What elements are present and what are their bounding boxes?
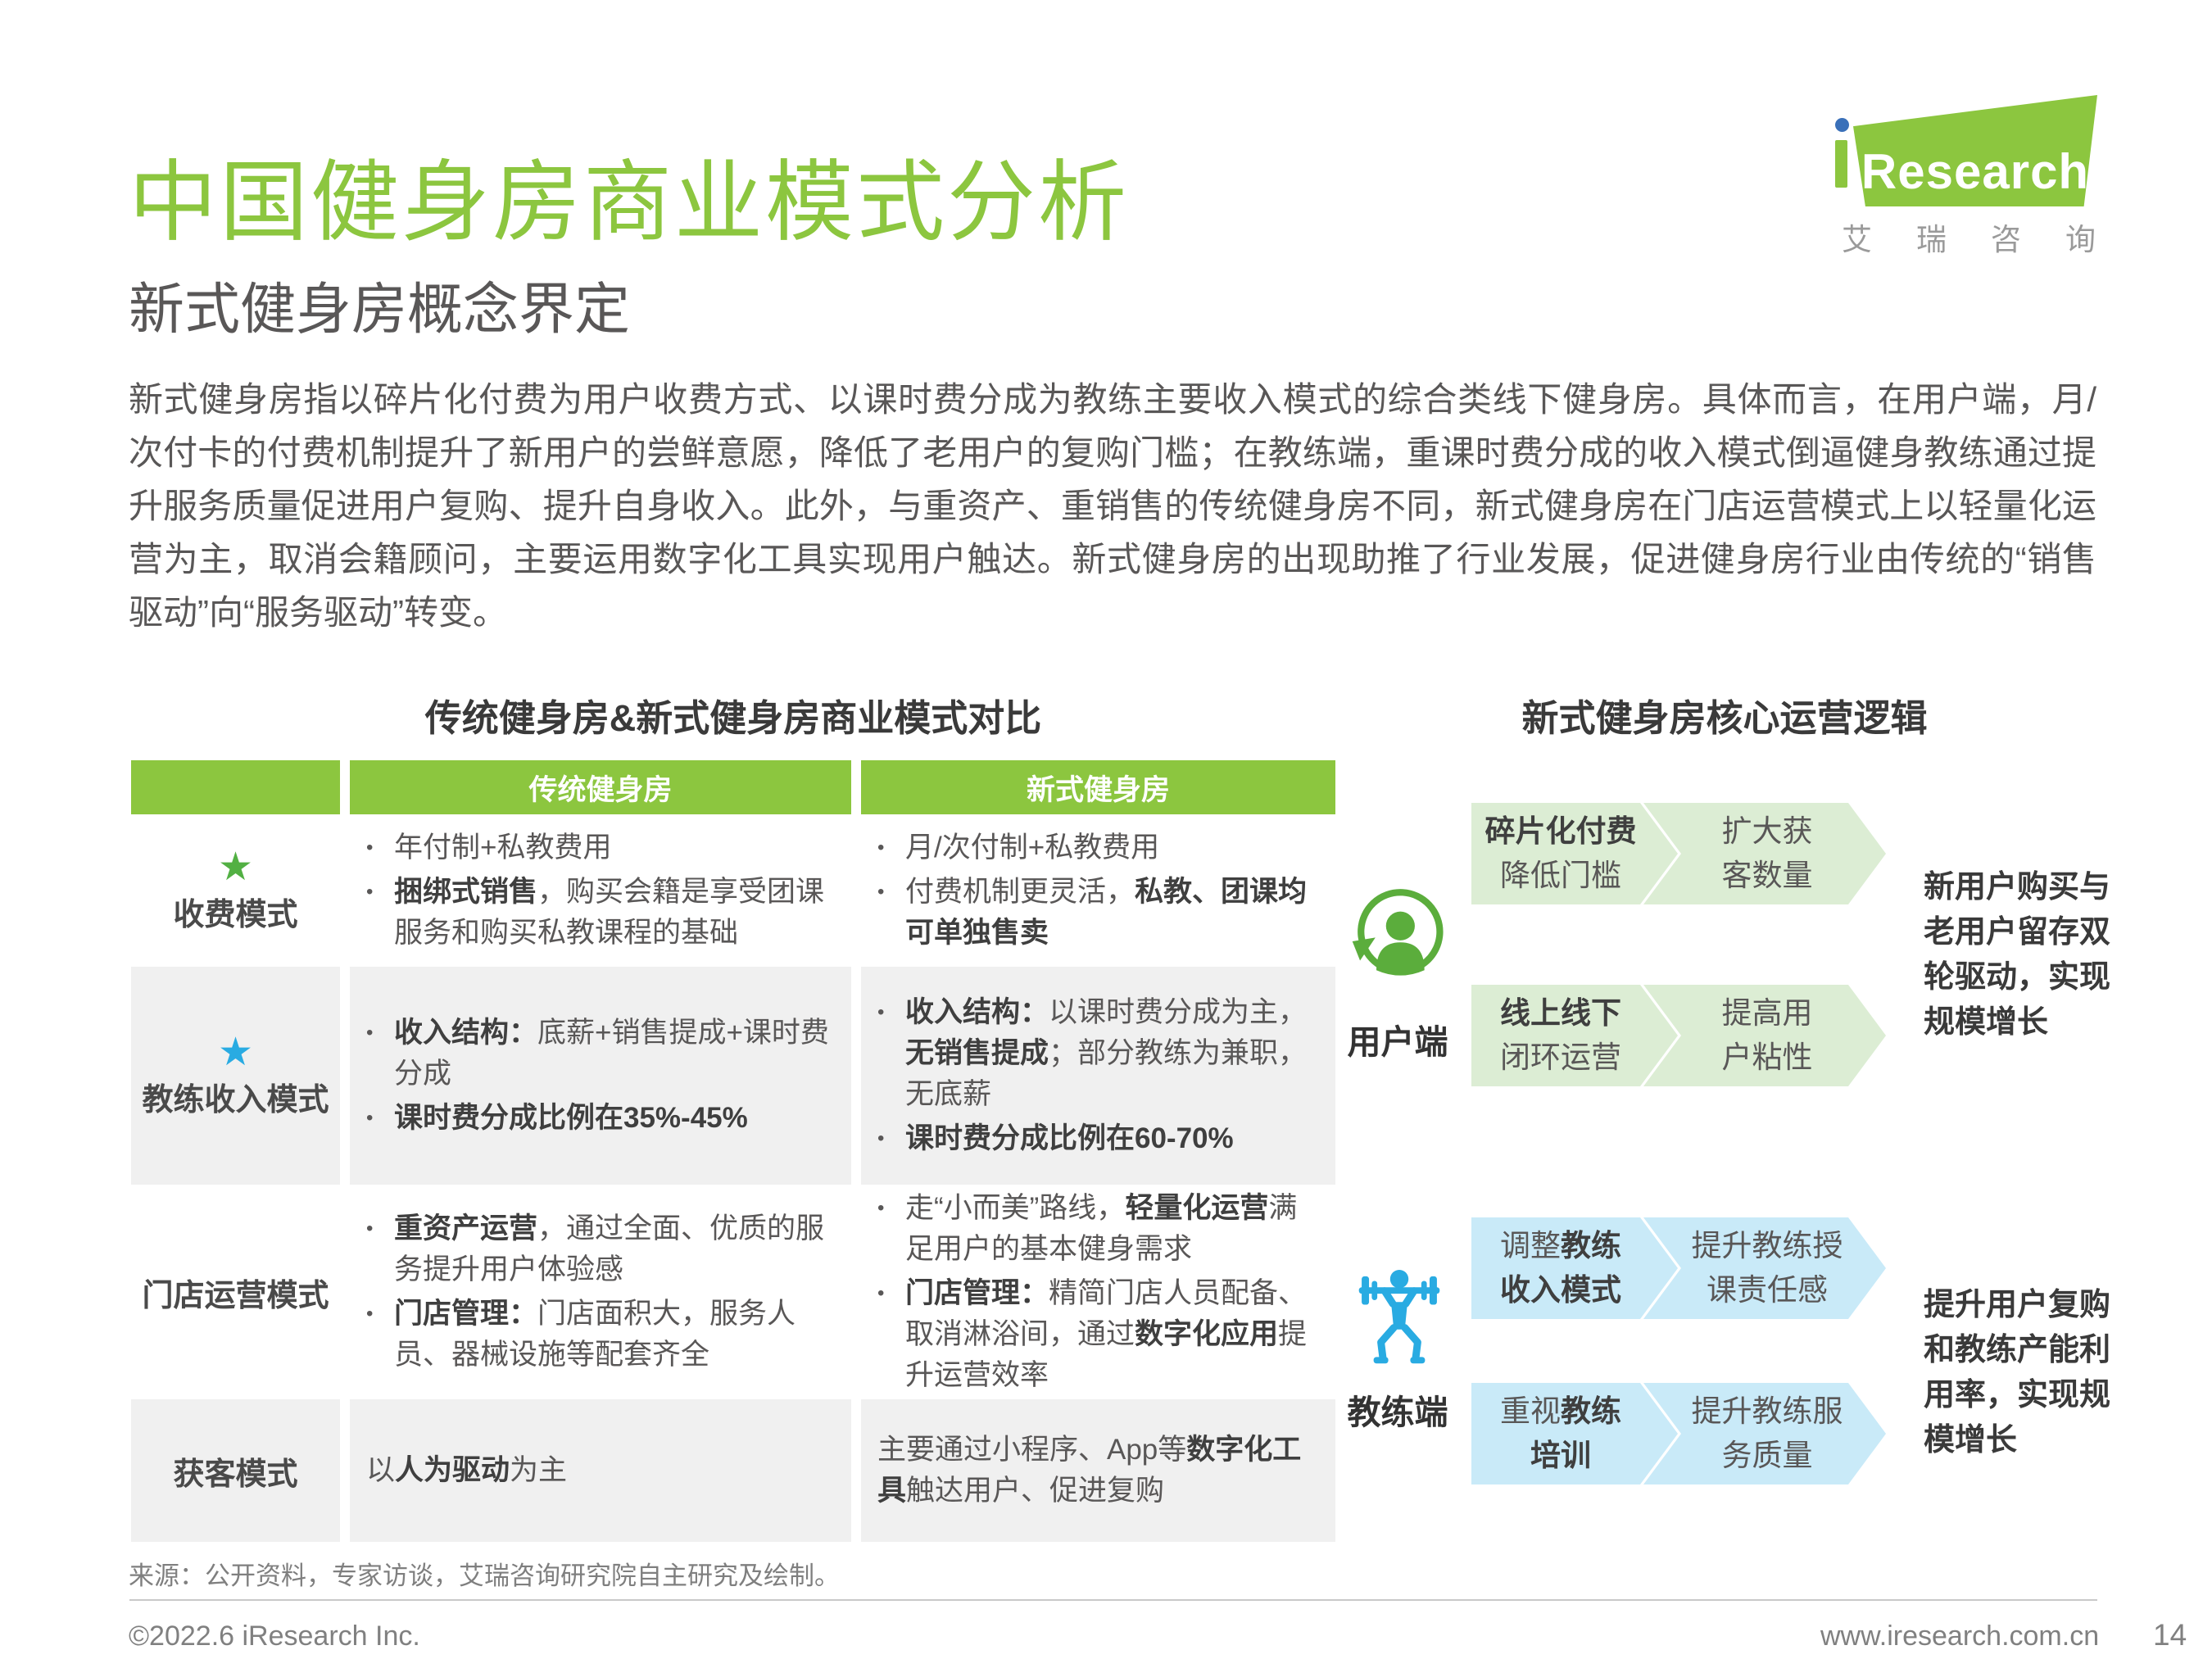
row-label-charging-mode: ★ 收费模式 (173, 845, 298, 932)
logo-cn-char: 瑞 (1916, 223, 1947, 256)
cell-modern-coach-income: • 收入结构：以课时费分成为主，无销售提成；部分教练为兼职，无底薪 • 课时费分成比例… (861, 967, 1335, 1185)
cell-bullet-item: • 年付制+私教费用 (366, 827, 835, 868)
cell-bullet-item: • 收入结构：以课时费分成为主，无销售提成；部分教练为兼职，无底薪 (877, 992, 1319, 1115)
bullet-icon: • (877, 1197, 885, 1219)
flow-box-teaching-responsibility: 提升教练授 课责任感 (1643, 1217, 1886, 1319)
coach-side-label: 教练端 (1347, 1394, 1448, 1431)
cell-bullet-item: • 重资产运营，通过全面、优质的服务提升用户体验感 (366, 1208, 835, 1290)
cell-bullet-item: 以人为驱动为主 (366, 1454, 568, 1486)
page-title: 中国健身房商业模式分析 (129, 152, 1130, 252)
flow-box-line: 线上线下 (1500, 996, 1621, 1030)
comparison-title: 传统健身房&新式健身房商业模式对比 (424, 697, 1042, 739)
cell-traditional-customer-acquisition: 以人为驱动为主 (350, 1399, 851, 1542)
logo-i-mark (1835, 118, 1850, 188)
cell-bullet-item: • 门店管理：精简门店人员配备、取消淋浴间，通过数字化应用提升运营效率 (877, 1273, 1319, 1396)
cell-bullet-item: • 月/次付制+私教费用 (877, 827, 1319, 868)
cell-modern-customer-acquisition: 主要通过小程序、App等数字化工具触达用户、促进复购 (861, 1399, 1335, 1542)
coach-outcome-text: 提升用户复购和教练产能利用率，实现规模增长 (1924, 1288, 2111, 1457)
flow-box-online-offline-loop: 线上线下 闭环运营 (1471, 985, 1678, 1086)
cell-bullet-item: • 付费机制更灵活，私教、团课均可单独售卖 (877, 872, 1319, 954)
cell-bullet-item: • 课时费分成比例在35%-45% (366, 1098, 835, 1139)
copyright-text: ©2022.6 iResearch Inc. (129, 1620, 420, 1652)
user-refresh-icon (1352, 889, 1444, 976)
bullet-icon: • (366, 881, 374, 903)
logo-i-stem-icon (1835, 140, 1847, 188)
cell-modern-charging: • 月/次付制+私教费用 • 付费机制更灵活，私教、团课均可单独售卖 (861, 818, 1335, 963)
flow-box-line: 提升教练服 (1691, 1394, 1843, 1428)
flow-box-line: 务质量 (1721, 1439, 1813, 1472)
row-label-customer-acquisition-mode: 获客模式 (131, 1399, 340, 1542)
flow-box-line: 闭环运营 (1500, 1040, 1621, 1074)
cell-bullet-item: 主要通过小程序、App等数字化工具触达用户、促进复购 (877, 1434, 1302, 1507)
star-icon: ★ (217, 1030, 254, 1074)
cell-traditional-charging: • 年付制+私教费用 • 捆绑式销售，购买会籍是享受团课服务和购买私教课程的基础 (350, 818, 851, 963)
cell-bullet-item: • 门店管理：门店面积大，服务人员、器械设施等配套齐全 (366, 1294, 835, 1376)
flow-box-adjust-coach-income: 调整教练 收入模式 (1471, 1217, 1678, 1319)
flow-box-line: 调整教练 (1500, 1229, 1621, 1262)
header-cell-traditional: 传统健身房 (350, 760, 851, 814)
bullet-icon: • (366, 1303, 374, 1325)
page-number: 14 (2153, 1618, 2187, 1652)
bullet-icon: • (366, 1022, 374, 1044)
bullet-icon: • (877, 881, 885, 903)
flow-box-user-stickiness: 提高用 户粘性 (1643, 985, 1886, 1086)
iresearch-logo: Research (1853, 95, 2097, 206)
flow-box-line: 课责任感 (1707, 1273, 1828, 1307)
logo-chinese-name: 艾 瑞 咨 询 (1842, 215, 2096, 259)
cell-bullet-item: • 捆绑式销售，购买会籍是享受团课服务和购买私教课程的基础 (366, 872, 835, 954)
logo-cn-char: 咨 (1991, 223, 2021, 256)
website-text: www.iresearch.com.cn (1820, 1620, 2100, 1652)
logo-i-dot-icon (1835, 118, 1849, 132)
logo-cn-char: 询 (2065, 223, 2096, 256)
logic-title: 新式健身房核心运营逻辑 (1521, 697, 1928, 739)
bullet-icon: • (877, 836, 885, 859)
header-cell-modern: 新式健身房 (861, 760, 1335, 814)
flow-box-line: 碎片化付费 (1484, 814, 1637, 848)
flow-box-coach-training: 重视教练 培训 (1471, 1383, 1678, 1484)
row-label-store-operation-mode: 门店运营模式 (142, 1278, 329, 1313)
cell-traditional-coach-income: • 收入结构：底薪+销售提成+课时费分成 • 课时费分成比例在35%-45% (350, 967, 851, 1185)
flow-box-line: 提高用 (1721, 996, 1813, 1030)
header-cell-empty (131, 760, 340, 814)
bullet-icon: • (366, 1107, 374, 1129)
user-outcome-text: 新用户购买与老用户留存双轮驱动，实现规模增长 (1924, 870, 2111, 1040)
bullet-icon: • (366, 836, 374, 859)
row-label-coach-income-mode: ★ 教练收入模式 (131, 967, 340, 1185)
cell-bullet-item: • 课时费分成比例在60-70% (877, 1118, 1319, 1159)
flow-box-fragmented-payment: 碎片化付费 降低门槛 (1471, 803, 1678, 904)
flow-box-line: 收入模式 (1500, 1273, 1621, 1307)
comparison-table: 传统健身房 新式健身房 ★ 收费模式 • 年付制+私教费用 • 捆绑式销售，购买会籍是… (131, 760, 1335, 1542)
flow-box-line: 降低门槛 (1500, 859, 1621, 892)
page-subtitle: 新式健身房概念界定 (129, 279, 631, 341)
footer-divider (129, 1599, 2097, 1601)
flow-box-service-quality: 提升教练服 务质量 (1643, 1383, 1886, 1484)
bullet-icon: • (877, 1127, 885, 1149)
flow-box-line: 户粘性 (1721, 1040, 1813, 1074)
bullet-icon: • (366, 1217, 374, 1240)
cell-modern-store-operation: • 走“小而美”路线，轻量化运营满足用户的基本健身需求 • 门店管理：精简门店人员配备… (861, 1189, 1335, 1395)
intro-paragraph: 新式健身房指以碎片化付费为用户收费方式、以课时费分成为教练主要收入模式的综合类线… (129, 380, 2096, 632)
bullet-icon: • (877, 1001, 885, 1023)
logo-wordmark: Research (1861, 144, 2090, 199)
cell-bullet-item: • 收入结构：底薪+销售提成+课时费分成 (366, 1013, 835, 1095)
cell-traditional-store-operation: • 重资产运营，通过全面、优质的服务提升用户体验感 • 门店管理：门店面积大，服务人员… (350, 1189, 851, 1395)
source-note: 来源：公开资料，专家访谈，艾瑞咨询研究院自主研究及绘制。 (129, 1562, 840, 1590)
flow-box-line: 重视教练 (1500, 1394, 1621, 1428)
logo-cn-char: 艾 (1842, 223, 1872, 256)
star-icon: ★ (217, 845, 254, 889)
flow-box-line: 提升教练授 (1691, 1229, 1843, 1262)
user-side-label: 用户端 (1347, 1023, 1448, 1061)
flow-box-expand-customers: 扩大获 客数量 (1643, 803, 1886, 904)
flow-box-line: 客数量 (1721, 859, 1813, 892)
flow-box-line: 培训 (1530, 1439, 1591, 1472)
weightlifter-icon (1358, 1270, 1440, 1364)
cell-bullet-item: • 走“小而美”路线，轻量化运营满足用户的基本健身需求 (877, 1188, 1319, 1270)
flow-box-line: 扩大获 (1721, 814, 1813, 848)
bullet-icon: • (877, 1282, 885, 1304)
